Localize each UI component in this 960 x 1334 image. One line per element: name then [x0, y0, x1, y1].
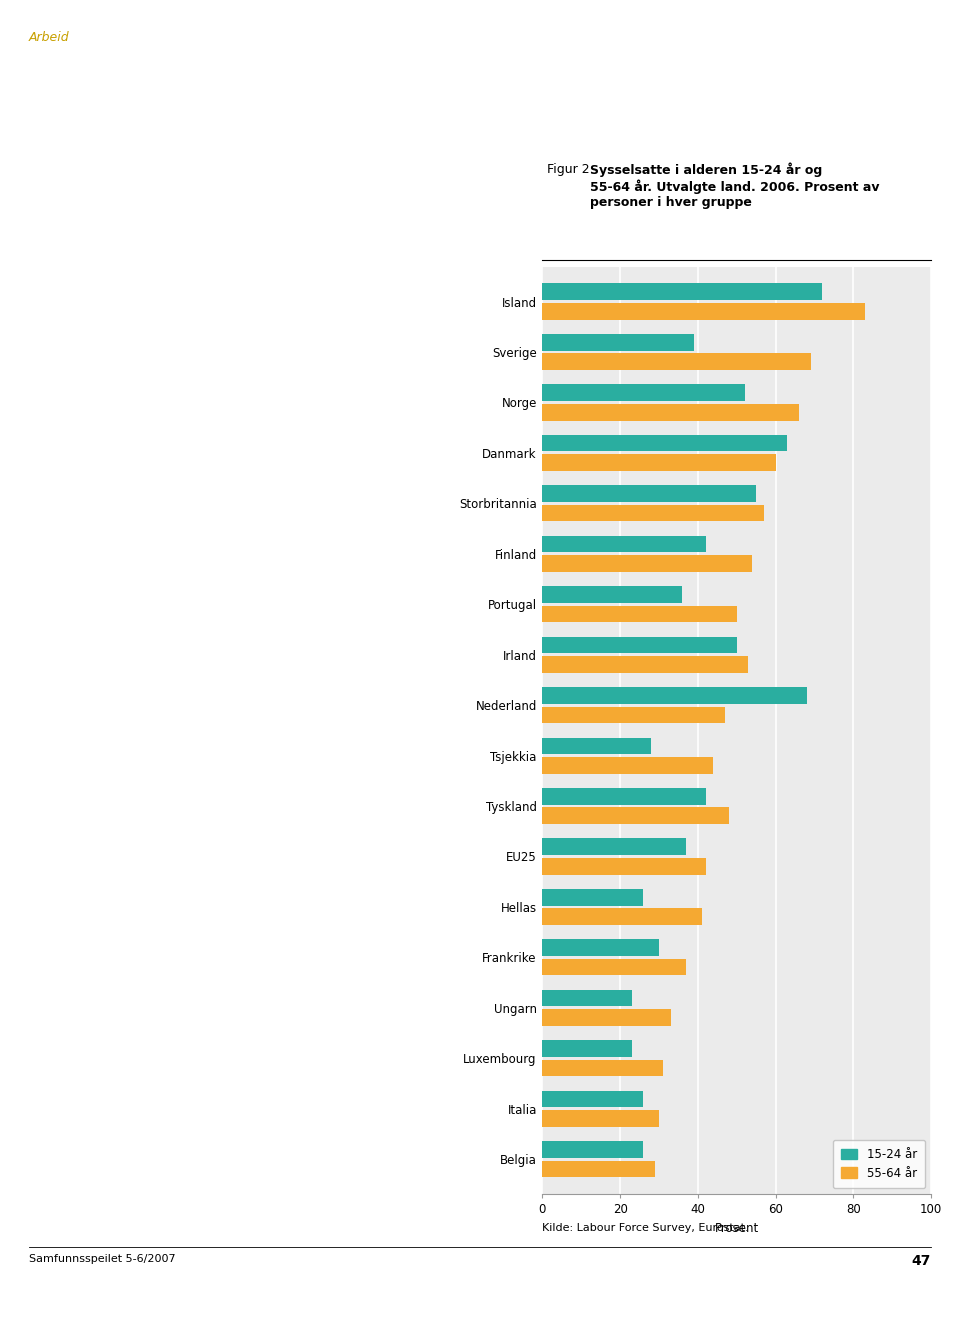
X-axis label: Prosent: Prosent — [714, 1222, 759, 1234]
Text: Kilde: Labour Force Survey, Eurostat.: Kilde: Labour Force Survey, Eurostat. — [542, 1223, 749, 1233]
Bar — [542, 354, 810, 370]
Bar — [542, 404, 799, 420]
Bar — [542, 504, 764, 522]
Bar — [542, 1161, 655, 1178]
Bar — [542, 555, 753, 572]
Bar — [542, 1110, 659, 1127]
Bar — [542, 384, 745, 402]
Text: Sysselsatte i alderen 15-24 år og
55-64 år. Utvalgte land. 2006. Prosent av
pers: Sysselsatte i alderen 15-24 år og 55-64 … — [590, 163, 880, 209]
Bar — [542, 1059, 663, 1077]
Bar — [542, 586, 683, 603]
Bar — [542, 1041, 632, 1057]
Bar — [542, 455, 776, 471]
Bar — [542, 908, 702, 924]
Bar — [542, 687, 806, 704]
Bar — [542, 1091, 643, 1107]
Text: Samfunnsspeilet 5-6/2007: Samfunnsspeilet 5-6/2007 — [29, 1254, 176, 1263]
Bar — [542, 1010, 671, 1026]
Bar — [542, 303, 865, 320]
Bar — [542, 656, 749, 672]
Bar — [542, 283, 823, 300]
Bar — [542, 888, 643, 906]
Bar — [542, 858, 706, 875]
Bar — [542, 334, 694, 351]
Text: Arbeid: Arbeid — [29, 31, 69, 44]
Bar — [542, 939, 659, 956]
Bar — [542, 738, 651, 754]
Bar — [542, 636, 737, 654]
Bar — [542, 536, 706, 552]
Bar — [542, 756, 713, 774]
Bar — [542, 838, 686, 855]
Bar — [542, 990, 632, 1006]
Bar — [542, 486, 756, 502]
Bar — [542, 606, 737, 623]
Text: Figur 2.: Figur 2. — [547, 163, 598, 176]
Bar — [542, 435, 787, 451]
Legend: 15-24 år, 55-64 år: 15-24 år, 55-64 år — [832, 1139, 925, 1189]
Text: 47: 47 — [912, 1254, 931, 1267]
Bar — [542, 959, 686, 975]
Bar — [542, 807, 729, 824]
Bar — [542, 707, 725, 723]
Bar — [542, 1141, 643, 1158]
Bar — [542, 788, 706, 804]
